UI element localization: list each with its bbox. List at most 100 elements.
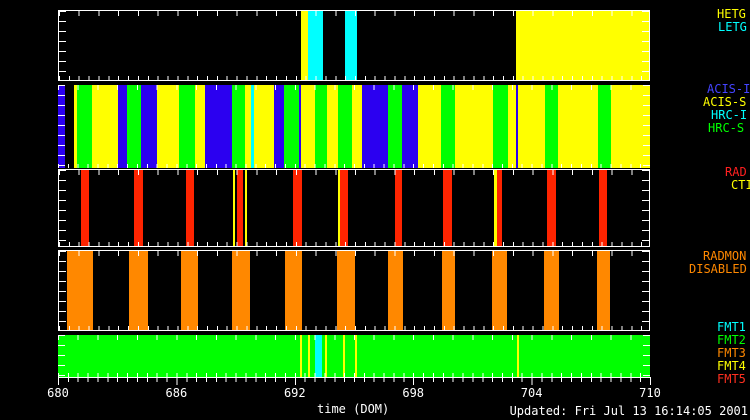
segment-disabled: [232, 251, 251, 330]
segment-acis-s: [91, 85, 118, 168]
label-fmt5: FMT5: [717, 372, 746, 386]
segment-disabled: [387, 251, 403, 330]
segment-fmt4: [516, 335, 519, 377]
band-rad-cti: [58, 169, 650, 247]
segment-hrc-s: [283, 85, 299, 168]
segment-rad: [185, 170, 194, 246]
segment-acis-i: [141, 85, 158, 168]
segment-acis-s: [300, 85, 315, 168]
segment-acis-s: [352, 85, 363, 168]
segment-acis-i: [516, 85, 518, 168]
label-radmon: RADMON: [703, 249, 747, 263]
segment-acis-s: [253, 85, 275, 168]
segment-cti: [338, 170, 341, 246]
segment-disabled: [597, 251, 611, 330]
segment-hetg: [516, 11, 649, 80]
segment-rad: [80, 170, 89, 246]
label-cti: CTI: [731, 178, 750, 192]
segment-hrc-s: [492, 85, 508, 168]
segment-acis-s: [245, 85, 251, 168]
segment-acis-s: [157, 85, 179, 168]
label-fmt2: FMT2: [717, 333, 746, 347]
axis-tick-label-704: 704: [520, 386, 543, 400]
segment-letg: [344, 11, 357, 80]
segment-acis-i: [117, 85, 128, 168]
segment-acis-s: [73, 85, 77, 168]
label-rad: RAD: [725, 165, 747, 179]
segment-hrc-s: [178, 85, 195, 168]
segment-rad: [442, 170, 452, 246]
label-hrc-s: HRC-S: [708, 121, 745, 135]
segment-hrc-i: [250, 85, 254, 168]
segment-rad: [237, 170, 244, 246]
band-gratings: [58, 10, 650, 81]
segment-fmt1: [314, 335, 323, 377]
tick-right: [643, 335, 650, 377]
label-fmt1: FMT1: [717, 320, 746, 334]
axis-tick-label-698: 698: [402, 386, 425, 400]
x-axis-line: [58, 377, 651, 378]
segment-rad: [340, 170, 349, 246]
segment-acis-s: [558, 85, 598, 168]
label-disabled: DISABLED: [689, 262, 747, 276]
axis-tick-label-680: 680: [47, 386, 69, 400]
segment-disabled: [544, 251, 560, 330]
tick-right: [642, 251, 649, 330]
segment-hrc-s: [545, 85, 559, 168]
segment-rad: [496, 170, 503, 246]
segment-fmt4: [342, 335, 345, 377]
segment-fmt4: [354, 335, 357, 377]
axis-tick-label-692: 692: [283, 386, 306, 400]
x-axis-minor-ticks: [58, 378, 651, 382]
segment-fmt4: [324, 335, 327, 377]
segment-hrc-s: [597, 85, 611, 168]
segment-acis-s: [418, 85, 442, 168]
segment-acis-i: [298, 85, 301, 168]
segment-disabled: [337, 251, 355, 330]
segment-acis-i: [205, 85, 233, 168]
segment-rad: [547, 170, 557, 246]
segment-cti: [233, 170, 236, 246]
segment-acis-i: [58, 85, 65, 168]
segment-hrc-s: [232, 85, 246, 168]
segment-acis-i: [362, 85, 388, 168]
segment-letg: [308, 11, 324, 80]
label-acis-s: ACIS-S: [703, 95, 747, 109]
segment-fmt4: [308, 335, 310, 377]
band-telemetry-format: [58, 335, 650, 377]
tick-left: [59, 251, 66, 330]
segment-rad: [133, 170, 143, 246]
segment-hrc-s: [338, 85, 353, 168]
segment-hetg: [301, 11, 309, 80]
segment-acis-s: [194, 85, 205, 168]
segment-rad: [293, 170, 303, 246]
label-fmt4: FMT4: [717, 359, 746, 373]
segment-disabled: [128, 251, 148, 330]
segment-rad: [599, 170, 608, 246]
label-hrc-i: HRC-I: [711, 108, 748, 122]
segment-disabled: [180, 251, 199, 330]
segment-acis-i: [274, 85, 284, 168]
label-hetg: HETG: [717, 7, 746, 21]
label-fmt3: FMT3: [717, 346, 746, 360]
updated-timestamp: Updated: Fri Jul 13 16:14:05 2001: [509, 404, 748, 418]
tick-top: [59, 170, 649, 175]
band-radmon-disabled: [58, 250, 650, 331]
tick-left: [59, 170, 66, 246]
x-axis-title: time (DOM): [317, 402, 390, 416]
tick-bottom: [59, 242, 649, 246]
label-letg: LETG: [718, 20, 747, 34]
segment-acis-s: [610, 85, 650, 168]
tick-right: [642, 170, 649, 246]
segment-disabled: [441, 251, 455, 330]
segment-hrc-s: [314, 85, 327, 168]
axis-tick-label-710: 710: [639, 386, 661, 400]
segment-hrc-s: [127, 85, 142, 168]
segment-hrc-s: [441, 85, 456, 168]
segment-fmt4: [299, 335, 303, 377]
segment-acis-s: [455, 85, 493, 168]
segment-acis-s: [326, 85, 338, 168]
segment-hrc-s: [387, 85, 402, 168]
segment-disabled: [67, 251, 93, 330]
